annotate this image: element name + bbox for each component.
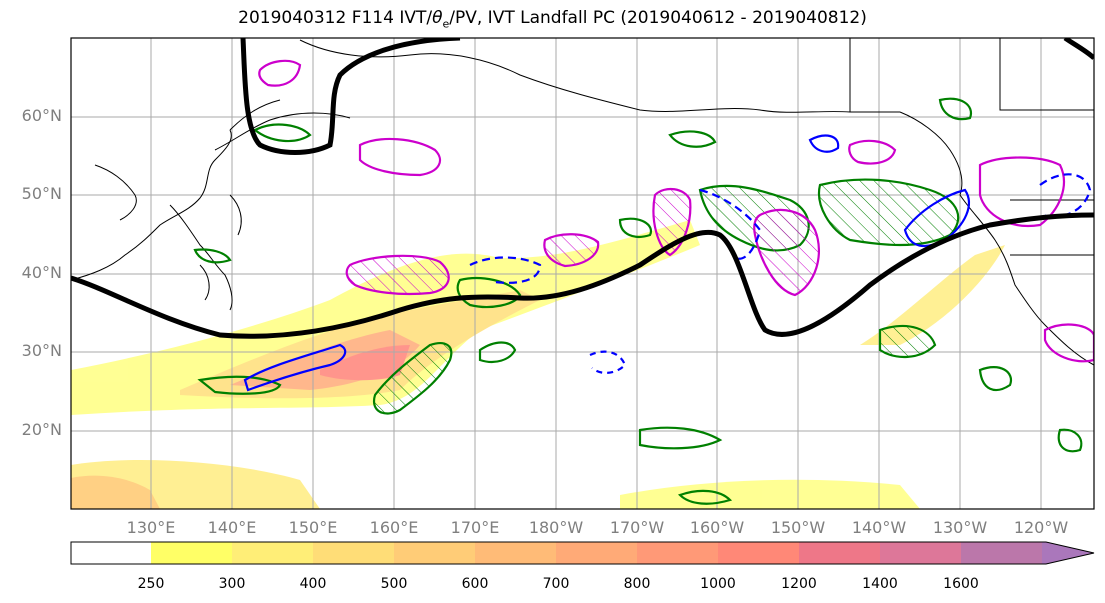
colorbar-cell	[799, 542, 880, 564]
lat-label-40: 40°N	[21, 263, 62, 282]
colorbar-cell	[394, 542, 475, 564]
lon-label-180w: 180°W	[528, 518, 584, 537]
lon-label-140e: 140°E	[207, 518, 257, 537]
colorbar-tick-label: 1600	[943, 576, 979, 592]
colorbar-tick-label: 700	[542, 576, 570, 592]
lon-label-170e: 170°E	[450, 518, 500, 537]
lat-label-60: 60°N	[21, 106, 62, 125]
lon-label-150e: 150°E	[288, 518, 338, 537]
colorbar	[70, 541, 1095, 565]
colorbar-cell	[880, 542, 961, 564]
colorbar-tick-label: 1400	[862, 576, 898, 592]
colorbar-tick-label: 800	[623, 576, 651, 592]
colorbar-tick-label: 1200	[781, 576, 817, 592]
pv-positive-contours	[258, 59, 1094, 363]
colorbar-cell	[718, 542, 799, 564]
lon-label-140w: 140°W	[851, 518, 907, 537]
ivt-pc-contour-ne	[1063, 38, 1094, 60]
colorbar-cell	[1042, 542, 1094, 564]
colorbar-tick-label: 600	[461, 576, 489, 592]
lon-label-160e: 160°E	[369, 518, 419, 537]
colorbar-tick-label: 400	[299, 576, 327, 592]
lat-label-20: 20°N	[21, 420, 62, 439]
lon-label-130e: 130°E	[126, 518, 176, 537]
lat-label-50: 50°N	[21, 184, 62, 203]
colorbar-cell	[232, 542, 313, 564]
ivt-shading	[71, 220, 1005, 509]
lat-label-30: 30°N	[21, 341, 62, 360]
lon-label-160w: 160°W	[689, 518, 745, 537]
lon-label-120w: 120°W	[1013, 518, 1069, 537]
lon-label-170w: 170°W	[609, 518, 665, 537]
ivt-pc-contour-north	[240, 38, 461, 155]
colorbar-cell	[151, 542, 232, 564]
map-frame	[70, 37, 1095, 510]
lon-label-130w: 130°W	[932, 518, 988, 537]
colorbar-cell	[637, 542, 718, 564]
lon-label-150w: 150°W	[770, 518, 826, 537]
colorbar-tick-label: 250	[137, 576, 165, 592]
colorbar-tick-label: 1000	[700, 576, 736, 592]
coastlines	[71, 38, 1094, 366]
colorbar-cell	[475, 542, 556, 564]
colorbar-tick-label: 500	[380, 576, 408, 592]
ivt-pc-contour	[71, 212, 1094, 339]
colorbar-cell	[961, 542, 1042, 564]
map-title: 2019040312 F114 IVT/θe/PV, IVT Landfall …	[238, 8, 867, 31]
colorbar-cell	[556, 542, 637, 564]
colorbar-cell	[313, 542, 394, 564]
colorbar-tick-label: 300	[218, 576, 246, 592]
